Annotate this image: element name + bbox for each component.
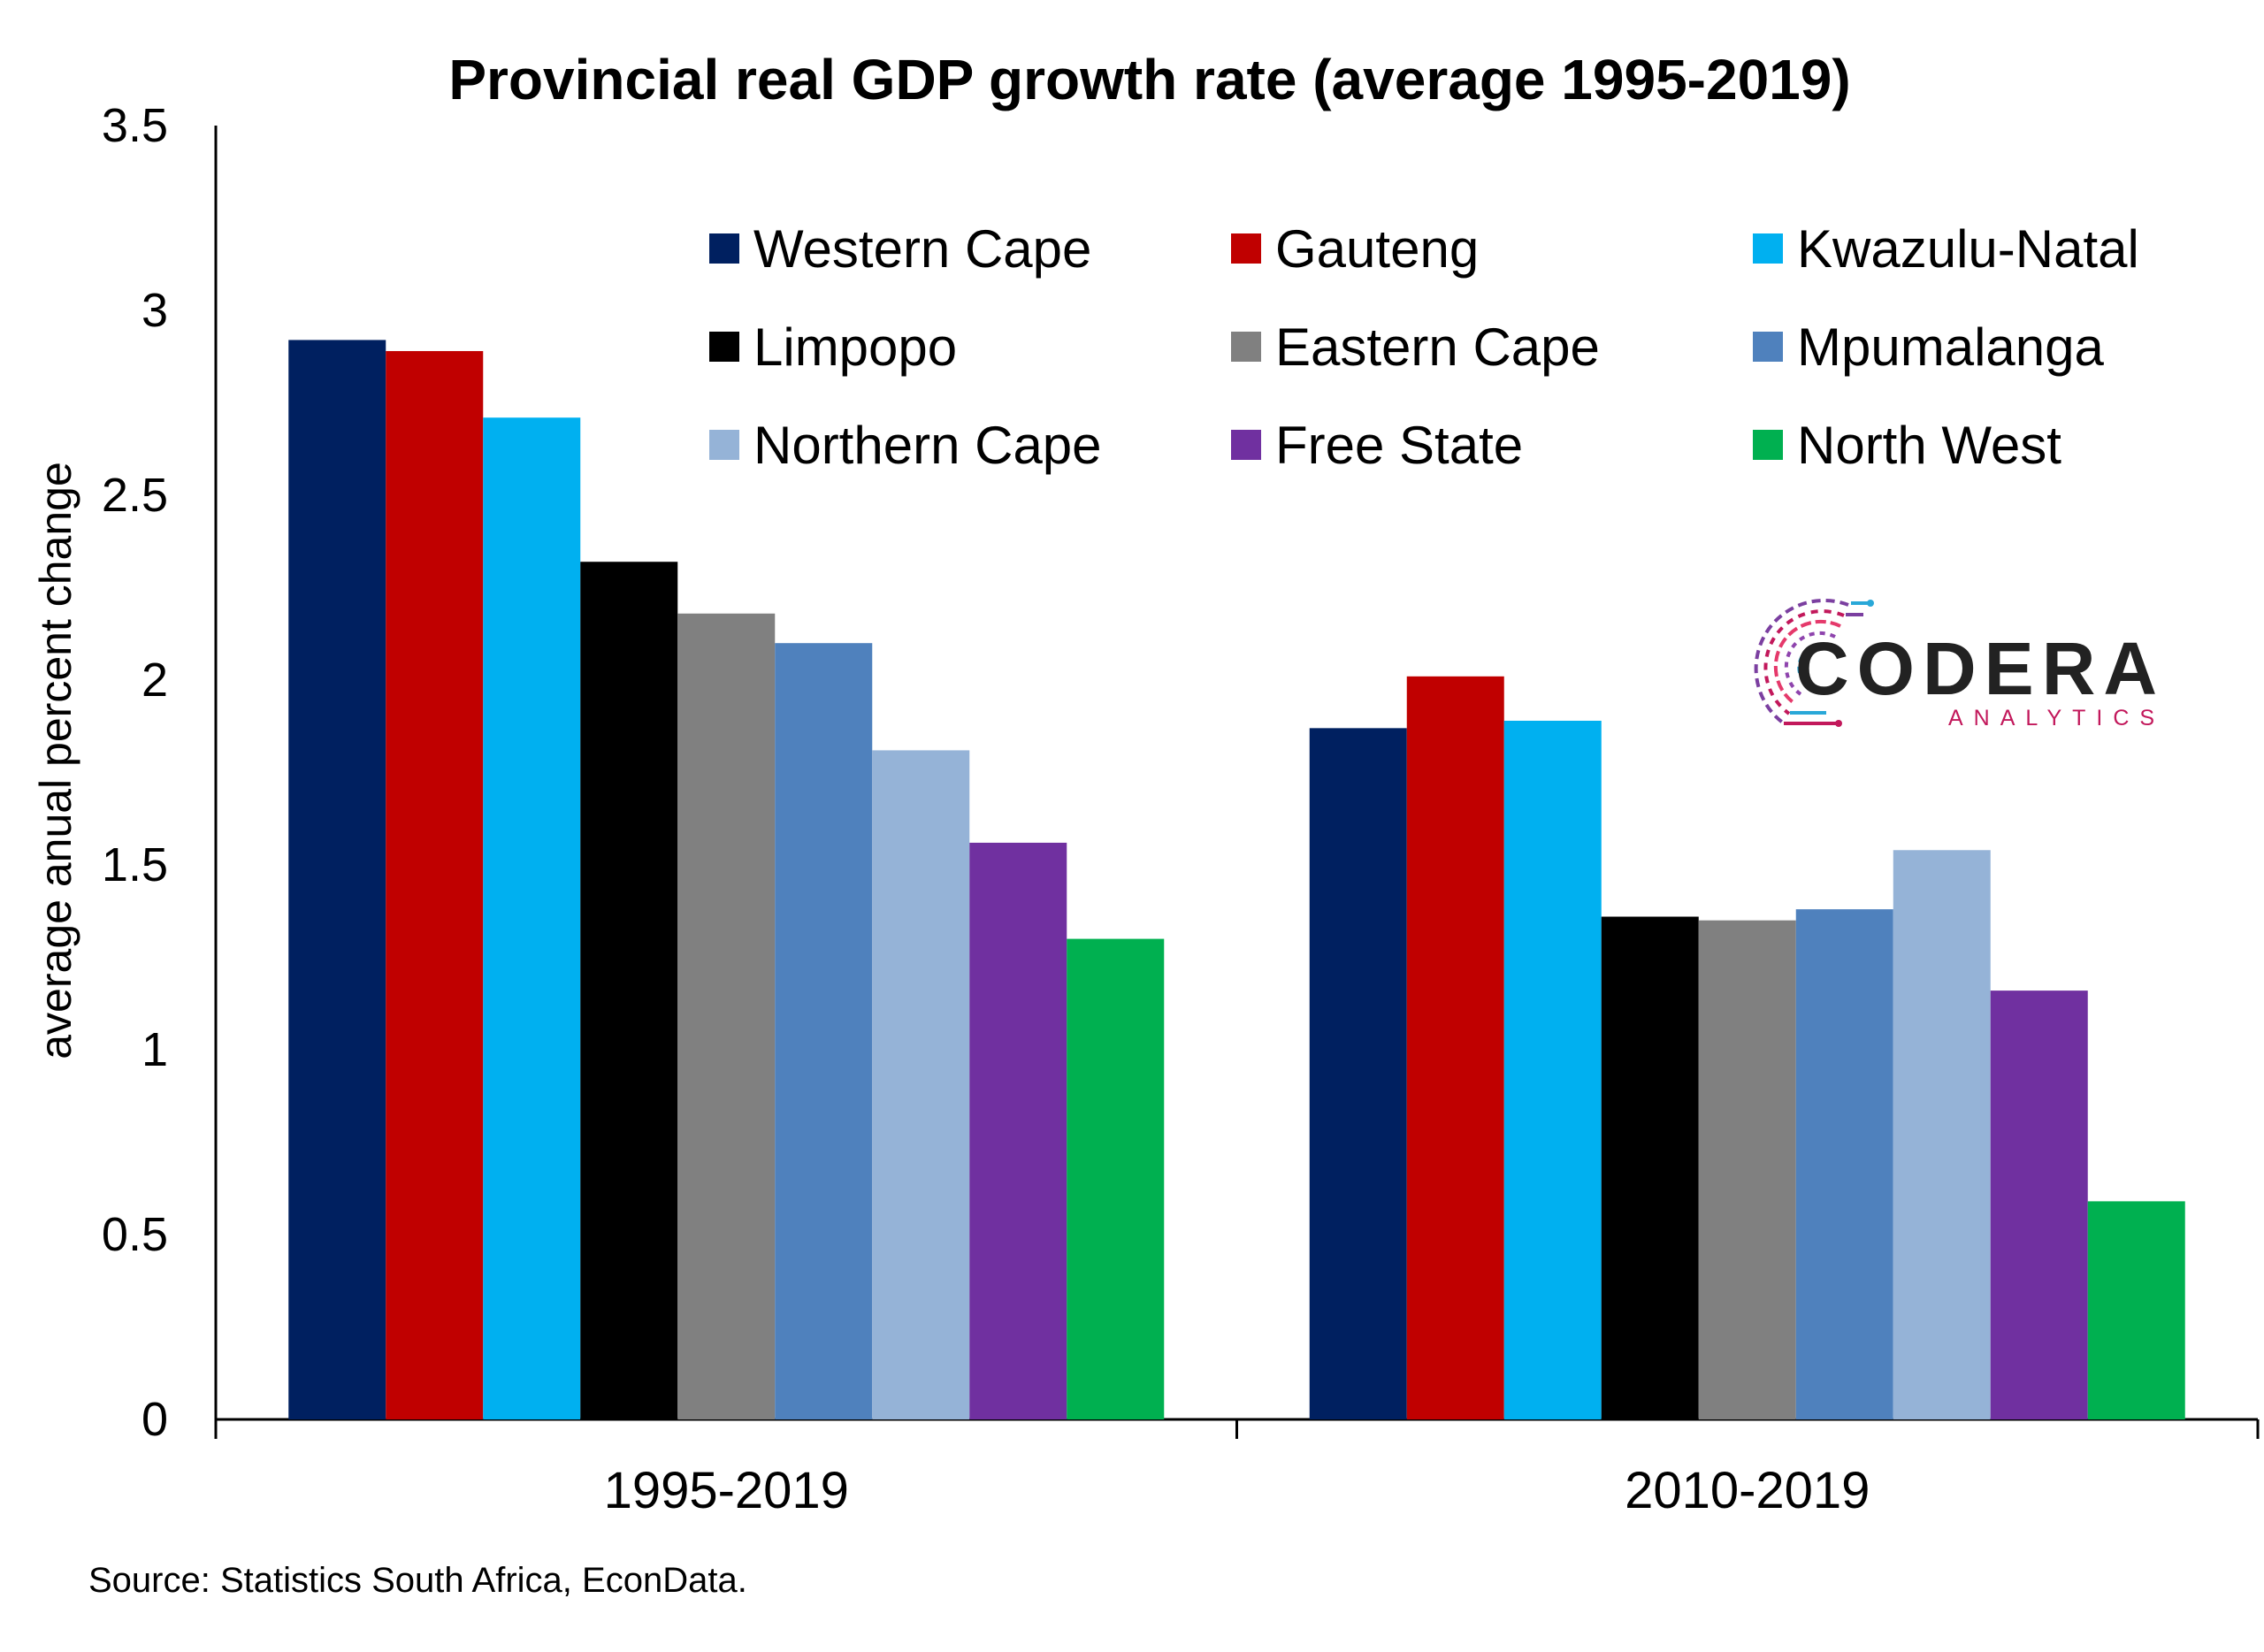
- bar: [677, 613, 776, 1419]
- bar: [1698, 920, 1796, 1419]
- x-category-label: 1995-2019: [604, 1462, 849, 1519]
- bar: [483, 417, 581, 1420]
- bar: [1893, 850, 1991, 1419]
- bar: [1309, 728, 1407, 1419]
- legend-swatch: [1753, 332, 1783, 362]
- y-tick-label: 0: [142, 1393, 168, 1446]
- y-tick-label: 2.5: [102, 469, 168, 522]
- y-tick-label: 1.5: [102, 838, 168, 891]
- legend-label: Mpumalanga: [1797, 317, 2105, 377]
- bar: [2087, 1201, 2185, 1419]
- chart-title: Provincial real GDP growth rate (average…: [448, 48, 1850, 111]
- y-ticks: 0 0.5 1 1.5 2 2.5 3 3.5: [102, 99, 168, 1446]
- legend-label: Western Cape: [753, 219, 1091, 279]
- legend-swatch: [709, 430, 739, 460]
- bar: [1503, 720, 1602, 1419]
- codera-logo: CODERA ANALYTICS: [1754, 598, 2165, 730]
- x-category-label: 2010-2019: [1625, 1462, 1870, 1519]
- bars: [288, 340, 2185, 1420]
- bar: [1406, 676, 1504, 1419]
- legend-swatch: [1753, 430, 1783, 460]
- legend-swatch: [709, 233, 739, 264]
- logo-mark-icon: [1754, 598, 1874, 727]
- source-note: Source: Statistics South Africa, EconDat…: [88, 1561, 747, 1600]
- logo-name: CODERA: [1795, 627, 2165, 710]
- legend-label: Eastern Cape: [1275, 317, 1600, 377]
- legend-label: Free State: [1275, 416, 1523, 475]
- bar: [1067, 938, 1165, 1419]
- bar: [288, 340, 386, 1420]
- x-categories: 1995-2019 2010-2019: [604, 1462, 1870, 1519]
- bar: [1990, 990, 2088, 1419]
- y-tick-label: 0.5: [102, 1208, 168, 1261]
- y-axis-label-group: average anual percent change: [31, 462, 80, 1059]
- legend-label: Kwazulu-Natal: [1797, 219, 2139, 279]
- legend-label: Gauteng: [1275, 219, 1479, 279]
- bar: [1795, 909, 1893, 1419]
- legend-swatch: [1231, 430, 1261, 460]
- legend-label: Limpopo: [753, 317, 957, 377]
- bar: [386, 350, 484, 1420]
- logo-subtitle: ANALYTICS: [1948, 706, 2165, 730]
- y-tick-label: 3.5: [102, 99, 168, 152]
- legend-label: Northern Cape: [753, 416, 1102, 475]
- legend-swatch: [1231, 233, 1261, 264]
- bar: [1601, 916, 1699, 1419]
- y-tick-label: 2: [142, 654, 168, 707]
- bar: [775, 643, 873, 1419]
- bar: [969, 842, 1067, 1419]
- legend-label: North West: [1797, 416, 2061, 475]
- legend-swatch: [1753, 233, 1783, 264]
- bar: [872, 750, 970, 1419]
- y-tick-label: 3: [142, 284, 168, 337]
- y-axis-label: average anual percent change: [31, 462, 80, 1059]
- y-tick-label: 1: [142, 1023, 168, 1076]
- legend: Western Cape Gauteng Kwazulu-Natal Limpopo E…: [709, 219, 2139, 475]
- legend-swatch: [709, 332, 739, 362]
- bar: [580, 562, 678, 1419]
- legend-swatch: [1231, 332, 1261, 362]
